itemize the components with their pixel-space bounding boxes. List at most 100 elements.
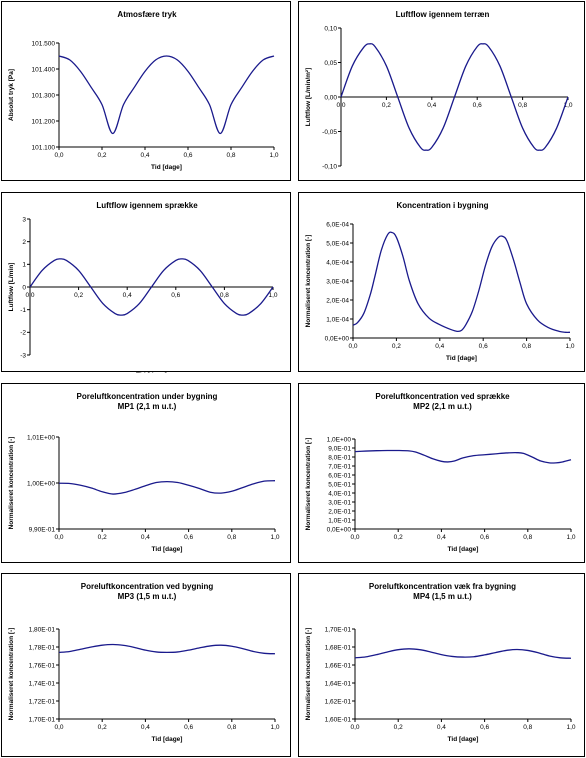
- y-tick-label: 0,0E+00: [327, 526, 352, 533]
- x-tick-label: 0,6: [480, 724, 489, 731]
- y-tick-label: 1,72E-01: [29, 698, 56, 705]
- x-tick-label: 0,6: [480, 534, 489, 541]
- x-tick-label: 0,6: [183, 152, 192, 159]
- x-tick-label: 0,8: [227, 724, 236, 731]
- series-line: [340, 43, 569, 151]
- x-tick-label: 0,2: [394, 724, 403, 731]
- y-tick-label: 1,74E-01: [29, 680, 56, 687]
- x-tick-label: 1,0: [268, 292, 277, 299]
- y-tick-label: 1,00E+00: [27, 480, 55, 487]
- y-tick-label: 1,0E-01: [328, 517, 351, 524]
- x-tick-label: 0,4: [437, 724, 446, 731]
- x-tick-label: 0,6: [184, 724, 193, 731]
- x-tick-label: 1,0: [270, 534, 279, 541]
- x-tick-label: 0,8: [518, 102, 527, 109]
- y-tick-label: 101.100: [32, 144, 56, 151]
- y-tick-label: 1,0E+00: [327, 436, 352, 443]
- y-axis-label: Absolut tryk [Pa]: [8, 69, 15, 121]
- chart-svg: Poreluftkoncentration væk fra bygningMP4…: [305, 582, 576, 743]
- chart-subtitle: MP3 (1,5 m u.t.): [118, 592, 177, 601]
- y-tick-label: 8,0E-01: [328, 454, 351, 461]
- x-tick-label: 1,0: [566, 724, 575, 731]
- y-tick-label: 2,0E-04: [326, 297, 349, 304]
- y-tick-label: 4,0E-04: [326, 259, 349, 266]
- y-axis-label: Normaliseret koncentration [-]: [305, 235, 312, 328]
- x-tick-label: 0,4: [123, 292, 132, 299]
- x-axis-label: Tid [dage]: [136, 372, 167, 373]
- y-tick-label: 7,0E-01: [328, 463, 351, 470]
- x-tick-label: 0,2: [394, 534, 403, 541]
- y-axis-label: Normaliseret koncentration [-]: [8, 628, 15, 721]
- series-line: [58, 643, 276, 655]
- x-tick-label: 0,0: [25, 292, 34, 299]
- x-tick-label: 0,4: [427, 102, 436, 109]
- y-tick-label: -1: [20, 307, 26, 314]
- y-tick-label: -3: [20, 352, 26, 359]
- x-tick-label: 0,8: [522, 343, 531, 350]
- chart-title: Poreluftkoncentration væk fra bygning: [369, 582, 516, 591]
- x-tick-label: 0,8: [220, 292, 229, 299]
- x-tick-label: 1,0: [565, 343, 574, 350]
- y-tick-label: 1,62E-01: [325, 698, 352, 705]
- y-tick-label: 9,90E-01: [29, 526, 56, 533]
- x-tick-label: 0,0: [348, 343, 357, 350]
- series-line: [354, 648, 572, 659]
- y-tick-label: 101.400: [32, 66, 56, 73]
- y-tick-label: 1,66E-01: [325, 662, 352, 669]
- y-tick-label: 3,0E-04: [326, 278, 349, 285]
- y-axis-label: Normaliseret koncentration [-]: [8, 437, 15, 530]
- x-tick-label: 1,0: [270, 724, 279, 731]
- y-tick-label: 5,0E-01: [328, 481, 351, 488]
- chart-title: Poreluftkoncentration ved sprække: [375, 392, 510, 401]
- y-tick-label: 101.200: [32, 118, 56, 125]
- x-tick-label: 0,8: [523, 534, 532, 541]
- x-tick-label: 0,2: [74, 292, 83, 299]
- x-tick-label: 1,0: [269, 152, 278, 159]
- y-tick-label: 101.500: [32, 40, 56, 47]
- y-tick-label: 1,0E-04: [326, 316, 349, 323]
- x-tick-label: 0,2: [382, 102, 391, 109]
- x-tick-label: 0,2: [98, 724, 107, 731]
- y-tick-label: 1,01E+00: [27, 434, 55, 441]
- y-tick-label: 1,70E-01: [29, 716, 56, 723]
- y-tick-label: 0,05: [324, 60, 337, 67]
- y-tick-label: 1,68E-01: [325, 644, 352, 651]
- y-tick-label: 101.300: [32, 92, 56, 99]
- y-tick-label: 4,0E-01: [328, 490, 351, 497]
- y-tick-label: 5,0E-04: [326, 240, 349, 247]
- chart-panel-mp3: Poreluftkoncentration ved bygning MP3 (1,…: [1, 573, 291, 757]
- chart-panel-luftflow-spraekke: Luftflow igennem sprække -3 -2 -1 0 1 2 3 0,0 0,2…: [1, 192, 291, 373]
- chart-panel-atmosfaere-tryk: Atmosfære tryk 101.100 101.200 101.300 101.4…: [1, 1, 291, 181]
- x-tick-label: 0,6: [171, 292, 180, 299]
- chart-title: Atmosfære tryk: [117, 10, 177, 19]
- y-tick-label: 6,0E-01: [328, 472, 351, 479]
- chart-panel-mp4: Poreluftkoncentration væk fra bygning MP4…: [298, 573, 585, 757]
- chart-title: Luftflow igennem terræn: [396, 10, 490, 19]
- x-tick-label: 0,4: [141, 724, 150, 731]
- x-tick-label: 0,2: [98, 534, 107, 541]
- chart-svg: Luftflow igennem sprække -3 -2 -1 0 1 2 3 0,0 0,2…: [8, 201, 278, 373]
- x-tick-label: 0,4: [435, 343, 444, 350]
- y-tick-label: 1: [22, 262, 26, 269]
- y-tick-label: 1,76E-01: [29, 662, 56, 669]
- y-tick-label: 1,60E-01: [325, 716, 352, 723]
- y-tick-label: 0: [22, 284, 26, 291]
- x-tick-label: 0,0: [54, 152, 63, 159]
- y-axis-label: Luftflow [L/min]: [8, 263, 15, 312]
- y-tick-label: 0,0E+00: [325, 335, 350, 342]
- chart-panel-mp1: Poreluftkoncentration under bygning MP1 (…: [1, 383, 291, 563]
- y-tick-label: 2,0E-01: [328, 508, 351, 515]
- x-tick-label: 0,6: [184, 534, 193, 541]
- x-tick-label: 0,0: [54, 534, 63, 541]
- x-tick-label: 0,4: [141, 534, 150, 541]
- x-tick-label: 0,0: [350, 724, 359, 731]
- y-tick-label: -0,05: [322, 129, 337, 136]
- y-axis-label: Luftflow [L/min/m²]: [305, 68, 312, 126]
- x-axis-label: Tid [dage]: [448, 736, 479, 743]
- series-line: [29, 258, 274, 316]
- y-tick-label: 3: [22, 216, 26, 223]
- x-tick-label: 0,0: [336, 102, 345, 109]
